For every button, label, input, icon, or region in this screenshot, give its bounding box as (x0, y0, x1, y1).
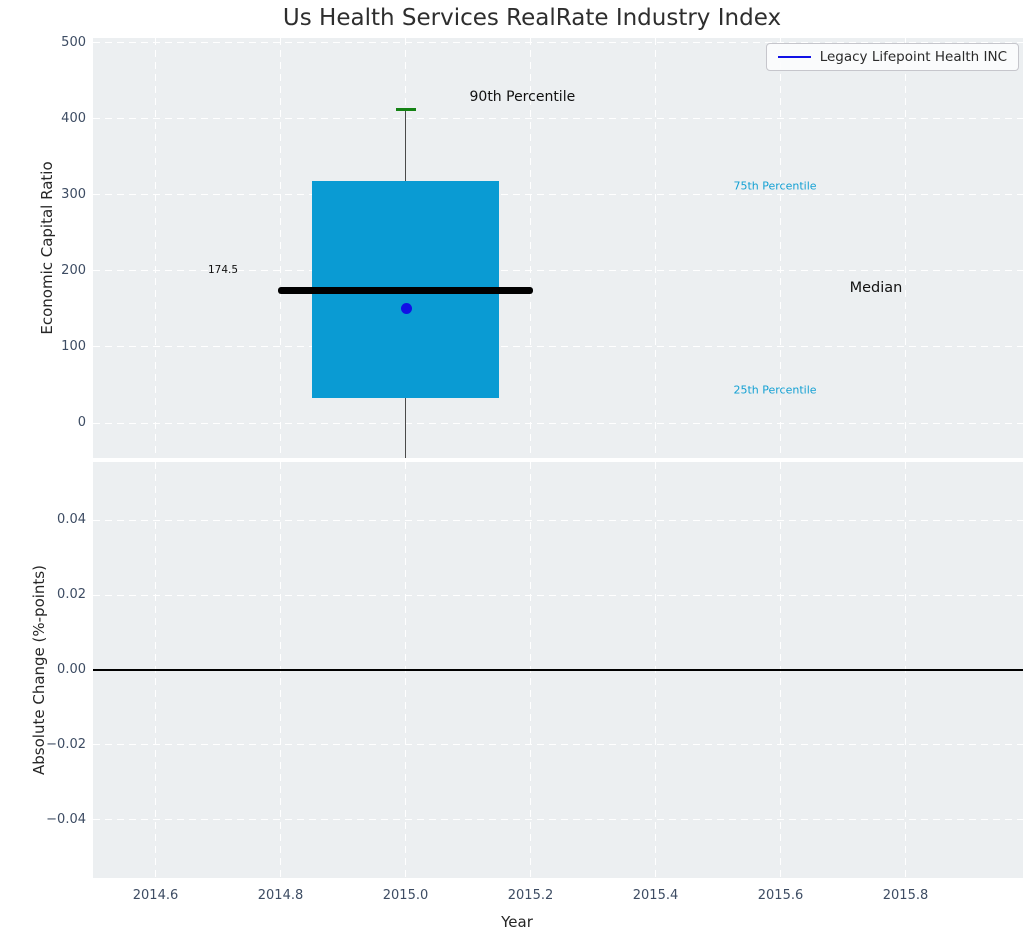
legend: Legacy Lifepoint Health INC (765, 43, 1019, 71)
median-value-annotation: 174.5 (208, 264, 239, 277)
p25-annotation: 25th Percentile (733, 383, 817, 397)
y-tick-label: 200 (61, 262, 86, 278)
gridline-y (93, 42, 1023, 44)
x-tick-label: 2015.0 (382, 888, 429, 903)
y-tick-label: 400 (61, 110, 86, 126)
gridline-x (155, 38, 156, 458)
y-tick-label: 300 (61, 186, 86, 202)
gridline-y (93, 270, 1023, 272)
y-tick-label: −0.04 (46, 811, 86, 827)
gridline-y (93, 819, 1023, 821)
bottom-axes (93, 462, 1023, 878)
gridline-y (93, 744, 1023, 746)
gridline-x (655, 38, 656, 458)
x-tick-label: 2015.4 (632, 888, 679, 903)
x-tick-label: 2015.8 (882, 888, 929, 903)
y-tick-label: 100 (61, 338, 86, 354)
gridline-x (780, 38, 781, 458)
y-tick-label: 0.00 (57, 662, 86, 677)
gridline-y (93, 118, 1023, 120)
p90-annotation: 90th Percentile (469, 88, 576, 105)
gridline-y (93, 346, 1023, 348)
x-tick-label: 2014.8 (257, 888, 304, 903)
company-data-point (401, 303, 412, 315)
gridline-y (93, 519, 1023, 521)
top-axes: 90th Percentile 174.5 75th Percentile Me… (93, 38, 1023, 458)
gridline-x (905, 38, 906, 458)
gridline-y (93, 422, 1023, 424)
gridline-x (530, 38, 531, 458)
top-y-axis-label: Economic Capital Ratio (38, 161, 56, 335)
gridline-y (93, 594, 1023, 596)
y-tick-label: 500 (61, 34, 86, 50)
median-annotation: Median (849, 280, 903, 297)
y-tick-label: 0.02 (57, 587, 86, 603)
legend-line-sample (777, 55, 811, 59)
chart-title: Us Health Services RealRate Industry Ind… (282, 5, 782, 31)
gridline-x (280, 38, 281, 458)
y-tick-label: 0.04 (57, 512, 86, 528)
legend-label: Legacy Lifepoint Health INC (819, 49, 1007, 65)
y-tick-label: −0.02 (46, 736, 86, 752)
x-tick-label: 2014.6 (132, 888, 179, 903)
p75-annotation: 75th Percentile (733, 179, 817, 193)
x-axis-label: Year (501, 913, 533, 931)
gridline-y (93, 194, 1023, 196)
x-tick-label: 2015.2 (507, 888, 554, 903)
median-line (278, 286, 533, 294)
p90-cap (395, 107, 416, 112)
y-tick-label: 0 (77, 415, 86, 430)
x-tick-label: 2015.6 (757, 888, 804, 903)
zero-line (93, 669, 1023, 671)
bottom-y-axis-label: Absolute Change (%-points) (30, 565, 48, 775)
